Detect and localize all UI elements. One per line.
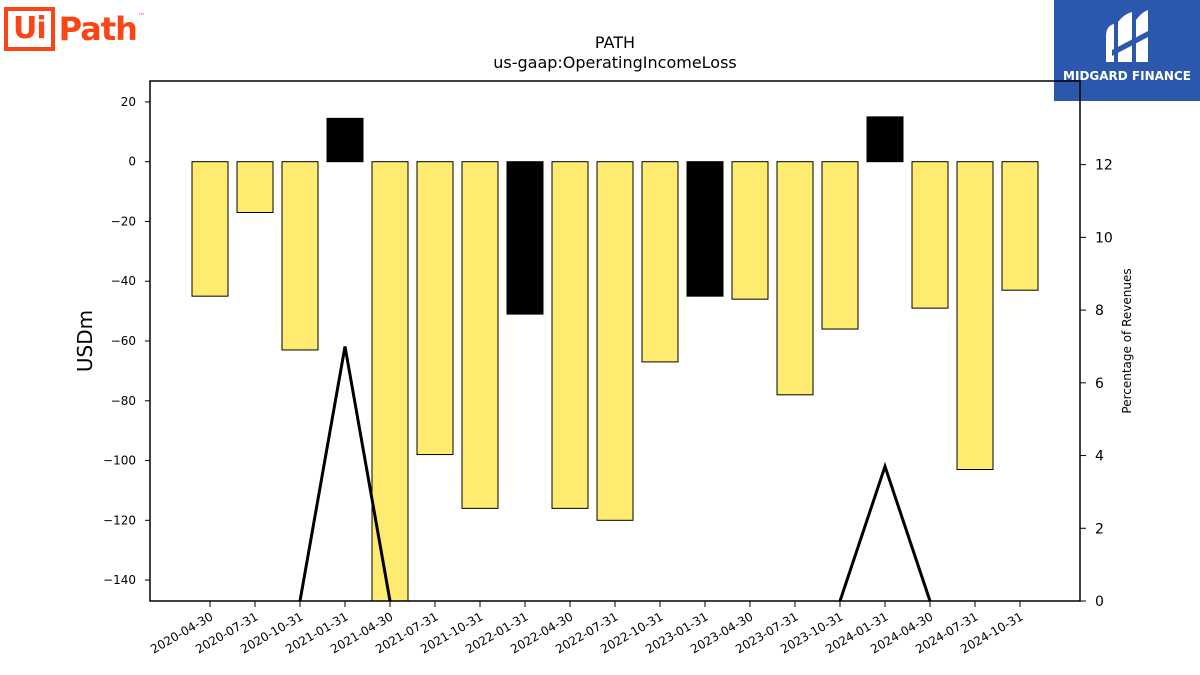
y-tick-label: −40 bbox=[111, 274, 136, 288]
y-tick-label: −120 bbox=[103, 513, 136, 527]
bar-2024-04-30 bbox=[911, 161, 949, 309]
uipath-logo-tm: ™ bbox=[137, 12, 145, 20]
y2-axis-label: Percentage of Revenues bbox=[1120, 268, 1134, 413]
bar-2021-10-31 bbox=[461, 161, 499, 509]
y-tick-label: −140 bbox=[103, 573, 136, 587]
bar-2023-01-31 bbox=[686, 161, 724, 297]
bar-2022-10-31 bbox=[641, 161, 679, 363]
y-tick-label: −60 bbox=[111, 334, 136, 348]
y2-tick-label: 4 bbox=[1095, 449, 1104, 465]
y2-tick-label: 6 bbox=[1095, 376, 1104, 392]
midgard-finance-badge: MIDGARD FINANCE bbox=[1054, 0, 1200, 101]
bar-2021-01-31 bbox=[326, 117, 364, 163]
bar-2022-01-31 bbox=[506, 161, 544, 315]
bar-2020-04-30 bbox=[191, 161, 229, 297]
chart-subtitle: us-gaap:OperatingIncomeLoss bbox=[493, 53, 737, 72]
percentage-line-segment-1 bbox=[298, 346, 392, 602]
bar-2023-04-30 bbox=[731, 161, 769, 300]
x-axis-ticks: 2020-04-302020-07-312020-10-312021-01-31… bbox=[148, 601, 1026, 656]
y2-tick-label: 0 bbox=[1095, 594, 1104, 610]
bar-2022-04-30 bbox=[551, 161, 589, 509]
y2-tick-label: 10 bbox=[1095, 230, 1113, 246]
bar-2024-07-31 bbox=[956, 161, 994, 471]
y2-axis-ticks: 0 2 4 6 8 10 12 bbox=[1080, 158, 1113, 610]
uipath-logo-path: Path bbox=[58, 10, 138, 48]
chart-title: PATH bbox=[595, 33, 635, 52]
uipath-logo-ui: Ui bbox=[4, 7, 55, 51]
percentage-line-segment-2 bbox=[838, 461, 932, 602]
y-axis-ticks: 20 0 −20 −40 −60 −80 −100 −120 −140 bbox=[103, 95, 150, 587]
bar-2020-07-31 bbox=[236, 161, 274, 213]
y-tick-label: 0 bbox=[128, 155, 136, 169]
y-tick-label: −100 bbox=[103, 454, 136, 468]
y-tick-label: −20 bbox=[111, 214, 136, 228]
bar-2023-07-31 bbox=[776, 161, 814, 396]
percentage-line-group bbox=[298, 346, 932, 602]
y-tick-label: 20 bbox=[121, 95, 136, 109]
bar-2023-10-31 bbox=[821, 161, 859, 330]
bars-group bbox=[191, 116, 1039, 602]
y2-tick-label: 8 bbox=[1095, 303, 1104, 319]
midgard-logo-icon bbox=[1106, 10, 1150, 62]
y2-tick-label: 12 bbox=[1095, 158, 1113, 174]
bar-2021-07-31 bbox=[416, 161, 454, 456]
bar-2022-07-31 bbox=[596, 161, 634, 521]
y-tick-label: −80 bbox=[111, 394, 136, 408]
bar-2020-10-31 bbox=[281, 161, 319, 351]
midgard-finance-name: MIDGARD FINANCE bbox=[1063, 69, 1191, 83]
bar-2024-01-31 bbox=[866, 116, 904, 163]
y-axis-label: USDm bbox=[73, 310, 97, 372]
uipath-logo: Ui Path ™ bbox=[4, 4, 145, 54]
bar-2024-10-31 bbox=[1001, 161, 1039, 291]
y2-tick-label: 2 bbox=[1095, 521, 1104, 537]
